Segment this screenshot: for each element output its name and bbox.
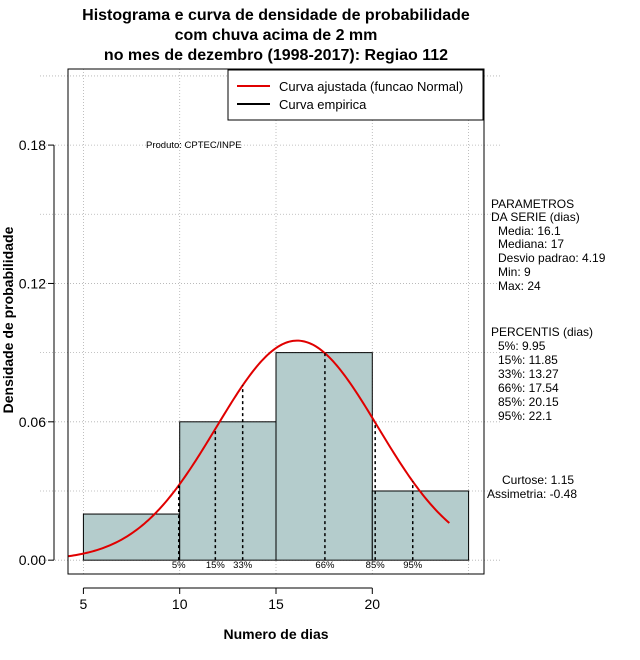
percentile-label-66: 66% <box>315 560 335 571</box>
y-tick-label-1: 0.06 <box>19 414 46 430</box>
x-tick-label-10: 10 <box>172 596 188 612</box>
normal-curve-layer <box>67 339 450 558</box>
percentis-panel: PERCENTIS (dias) 5%: 9.95 15%: 11.85 33%… <box>491 325 593 423</box>
histogram-bars <box>82 352 470 561</box>
percentil-33: 33%: 13.27 <box>498 367 559 381</box>
percentile-label-85: 85% <box>366 560 386 571</box>
x-tick-label-15: 15 <box>268 596 284 612</box>
histogram-bar-1 <box>82 513 181 561</box>
chart-title-line-2: com chuva acima de 2 mm <box>175 27 378 44</box>
histogram-bar-2 <box>179 421 277 561</box>
percentil-5: 5%: 9.95 <box>498 339 546 353</box>
percentil-15: 15%: 11.85 <box>498 353 558 367</box>
produto-label: Produto: CPTEC/INPE <box>146 140 242 151</box>
x-tick-label-20: 20 <box>365 596 381 612</box>
param-min: Min: 9 <box>498 265 531 279</box>
percentile-markers: 5% 15% 33% 66% 85% 95% <box>172 353 423 571</box>
percentile-label-15: 15% <box>206 560 226 571</box>
param-max: Max: 24 <box>498 279 541 293</box>
assimetria-label: Assimetria: -0.48 <box>487 487 577 501</box>
param-mediana: Mediana: 17 <box>498 237 564 251</box>
percentil-95: 95%: 22.1 <box>498 409 552 423</box>
percentil-85: 85%: 20.15 <box>498 395 559 409</box>
parametros-title-2: DA SERIE (dias) <box>491 210 580 224</box>
legend: Curva ajustada (funcao Normal) Curva emp… <box>227 69 484 121</box>
axes: 5 10 15 20 0.00 0.06 0.12 0.18 <box>19 137 381 612</box>
x-tick-label-5: 5 <box>80 596 88 612</box>
y-axis-label: Densidade de probabilidade <box>0 226 16 413</box>
chart-title-line-3: no mes de dezembro (1998-2017): Regiao 1… <box>104 47 448 64</box>
curtose-label: Curtose: 1.15 <box>502 473 574 487</box>
param-desvio: Desvio padrao: 4.19 <box>498 251 606 265</box>
y-tick-label-2: 0.12 <box>19 275 46 291</box>
percentis-title: PERCENTIS (dias) <box>491 325 593 339</box>
histogram-bar-4 <box>371 490 470 561</box>
legend-label-empirical: Curva empirica <box>279 97 367 112</box>
plot-frame <box>67 68 485 575</box>
legend-box <box>227 69 484 121</box>
y-tick-label-0: 0.00 <box>19 552 46 568</box>
parametros-title-1: PARAMETROS <box>491 197 574 211</box>
param-media: Media: 16.1 <box>498 224 561 238</box>
x-axis-label: Numero de dias <box>223 626 328 642</box>
parameters-panel: PARAMETROS DA SERIE (dias) Media: 16.1 M… <box>491 197 606 293</box>
legend-label-normal: Curva ajustada (funcao Normal) <box>279 79 463 94</box>
percentile-label-95: 95% <box>403 560 423 571</box>
percentile-label-5: 5% <box>172 560 186 571</box>
percentile-label-33: 33% <box>233 560 253 571</box>
histogram-bar-3 <box>275 352 373 561</box>
percentil-66: 66%: 17.54 <box>498 381 559 395</box>
normal-curve-line <box>67 339 450 558</box>
chart-title-line-1: Histograma e curva de densidade de proba… <box>82 7 470 24</box>
y-tick-label-3: 0.18 <box>19 137 46 153</box>
